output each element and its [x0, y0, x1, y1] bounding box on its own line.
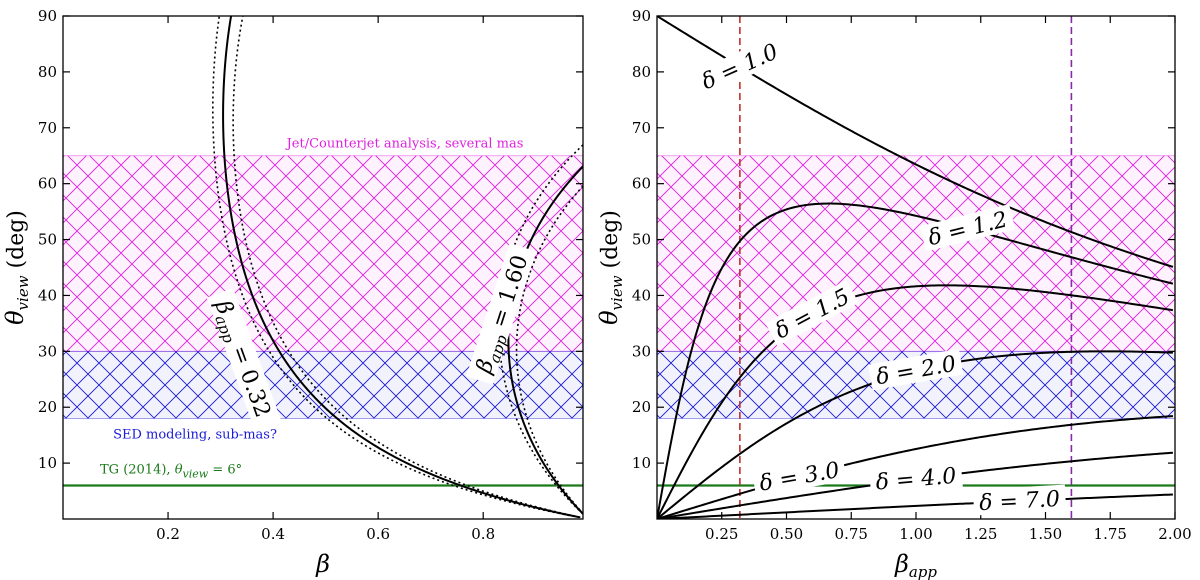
right-xtick-label: 1.50	[1029, 525, 1062, 543]
right-ytick-label: 80	[632, 63, 651, 81]
left-ytick-label: 40	[38, 286, 57, 304]
left-ytick-label: 90	[38, 7, 57, 25]
left-xtick-label: 0.2	[156, 525, 180, 543]
left-contour-line	[222, 16, 581, 519]
right-ytick-label: 50	[632, 231, 651, 249]
right-frame	[656, 15, 1176, 520]
right-series-label-bg	[692, 35, 787, 97]
left-xtick-label: 0.8	[471, 525, 495, 543]
left-contour-upper	[515, 184, 583, 515]
right-series-label-bg	[972, 484, 1067, 516]
right-ytick-label: 40	[632, 286, 651, 304]
left-band-layer	[63, 155, 583, 419]
right-series-label-bg	[919, 204, 1016, 252]
right-ytick-label: 30	[632, 342, 651, 360]
left-xlabel: β	[315, 550, 330, 578]
left-ytick-label: 70	[38, 119, 57, 137]
left-ytick-label: 10	[38, 454, 57, 472]
left-ytick-label: 30	[38, 342, 57, 360]
right-ytick-label: 70	[632, 119, 651, 137]
right-ytick-label: 10	[632, 454, 651, 472]
left-band-1	[63, 350, 583, 419]
left-contour-line	[507, 165, 583, 516]
right-xtick-label: 2.00	[1158, 525, 1191, 543]
right-panel: 0.25 0.50 0.75 1.00 1.25 1.50 1.75 2.00 10 20 30 40…	[595, 7, 1192, 580]
right-xtick-label: 0.25	[705, 525, 738, 543]
left-contour-upper	[232, 16, 581, 519]
right-band-layer	[657, 155, 1175, 419]
left-ytick-label: 80	[38, 63, 57, 81]
left-contour-label-bg	[466, 242, 537, 385]
right-series-label-bg	[765, 279, 859, 347]
left-xtick-label: 0.4	[261, 525, 285, 543]
left-note-tg: TG (2014), θview = 6°	[100, 462, 242, 480]
right-series-label-bg	[868, 461, 963, 496]
right-series-line-4	[657, 415, 1173, 519]
right-ytick-label: 20	[632, 398, 651, 416]
right-xtick-label: 0.50	[770, 525, 803, 543]
right-series-line-2	[657, 284, 1174, 519]
right-xtick-label: 1.25	[964, 525, 997, 543]
right-series-label-bg	[868, 348, 964, 391]
left-note-jet: Jet/Counterjet analysis, several mas	[285, 137, 524, 152]
left-xtick-label: 0.6	[366, 525, 390, 543]
left-note-sed: SED modeling, sub-mas?	[113, 427, 277, 442]
right-xtick-label: 0.75	[835, 525, 868, 543]
right-band-0	[657, 155, 1175, 352]
left-contour-label-bg	[206, 288, 281, 430]
left-frame	[62, 15, 584, 520]
right-ytick-label: 90	[632, 7, 651, 25]
right-xlabel: βapp	[894, 550, 937, 580]
right-xtick-label: 1.00	[899, 525, 932, 543]
right-xtick-label: 1.75	[1094, 525, 1127, 543]
right-series-label-6: δ = 7.0	[979, 487, 1061, 516]
right-series-line-6	[657, 493, 1173, 519]
left-panel: 0.2 0.4 0.6 0.8 10 20 30 40 50 60 70 80 90 θview (deg…	[1, 7, 584, 578]
left-ytick-label: 60	[38, 175, 57, 193]
right-series-line-1	[657, 202, 1174, 517]
right-ytick-label: 60	[632, 175, 651, 193]
left-contour-0	[212, 16, 581, 519]
left-plot-area	[63, 16, 583, 519]
left-ylabel: θview (deg)	[1, 210, 32, 325]
left-ytick-label: 20	[38, 398, 57, 416]
left-ytick-label: 50	[38, 231, 57, 249]
right-ylabel: θview (deg)	[595, 210, 626, 325]
right-series-label-bg	[751, 455, 847, 497]
